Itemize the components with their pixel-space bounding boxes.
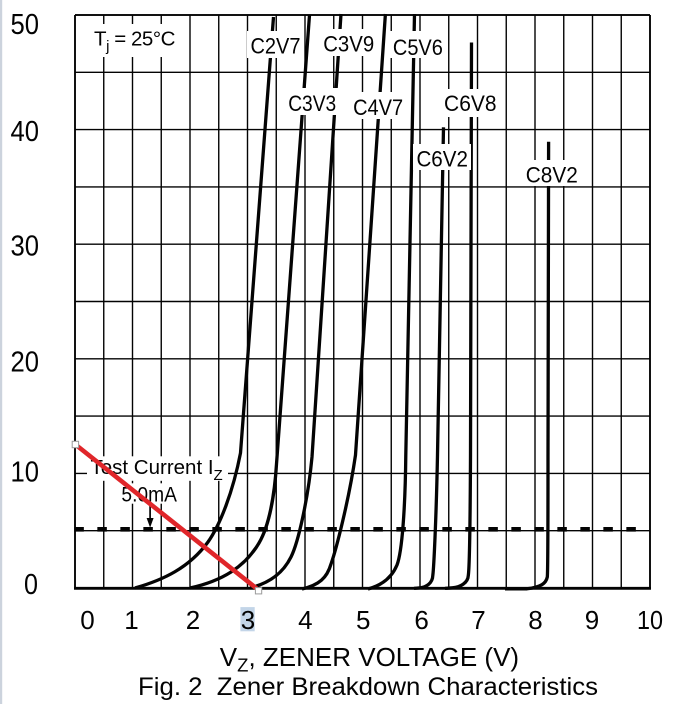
svg-text:C5V6: C5V6	[393, 35, 443, 60]
svg-text:8: 8	[528, 605, 542, 635]
svg-text:C6V2: C6V2	[416, 146, 468, 171]
svg-text:Fig. 2 Zener Breakdown Charac: Fig. 2 Zener Breakdown Characteristics	[138, 673, 598, 701]
svg-text:5: 5	[356, 605, 370, 635]
svg-text:C4V7: C4V7	[353, 95, 403, 120]
svg-text:2: 2	[186, 605, 200, 635]
svg-text:1: 1	[124, 605, 138, 635]
svg-text:0: 0	[24, 569, 38, 601]
svg-text:20: 20	[11, 346, 40, 378]
svg-text:10: 10	[637, 605, 663, 635]
svg-text:30: 30	[11, 230, 40, 262]
svg-text:C3V9: C3V9	[323, 32, 374, 57]
svg-text:C2V7: C2V7	[251, 33, 301, 58]
svg-text:6: 6	[414, 605, 428, 635]
svg-text:50: 50	[11, 9, 40, 41]
svg-text:7: 7	[471, 605, 485, 635]
svg-text:3: 3	[241, 605, 255, 635]
svg-text:9: 9	[585, 605, 599, 635]
svg-text:VZ, ZENER VOLTAGE (V): VZ, ZENER VOLTAGE (V)	[220, 642, 519, 676]
svg-text:10: 10	[11, 457, 40, 489]
svg-text:0: 0	[80, 605, 94, 635]
svg-text:C8V2: C8V2	[526, 162, 578, 187]
svg-text:40: 40	[11, 116, 40, 148]
svg-text:C3V3: C3V3	[288, 91, 336, 116]
svg-text:4: 4	[298, 605, 312, 635]
svg-text:C6V8: C6V8	[444, 91, 497, 116]
